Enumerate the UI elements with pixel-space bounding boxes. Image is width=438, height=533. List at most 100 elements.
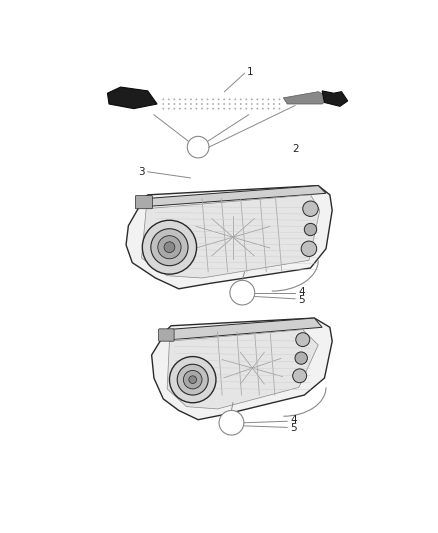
Circle shape — [279, 108, 280, 110]
Circle shape — [195, 99, 198, 100]
Circle shape — [168, 103, 170, 105]
Polygon shape — [141, 195, 320, 278]
Polygon shape — [167, 329, 318, 409]
Circle shape — [234, 103, 236, 105]
Circle shape — [212, 99, 214, 100]
Circle shape — [262, 103, 264, 105]
Circle shape — [190, 103, 192, 105]
Circle shape — [207, 108, 208, 110]
Circle shape — [162, 103, 164, 105]
Circle shape — [151, 229, 188, 265]
Circle shape — [245, 99, 247, 100]
Circle shape — [304, 223, 317, 236]
FancyBboxPatch shape — [159, 329, 174, 341]
Circle shape — [296, 333, 310, 346]
Circle shape — [293, 369, 307, 383]
Text: 2: 2 — [293, 144, 299, 154]
Polygon shape — [152, 318, 332, 419]
Circle shape — [223, 99, 225, 100]
Circle shape — [245, 103, 247, 105]
Circle shape — [230, 280, 255, 305]
Circle shape — [173, 108, 175, 110]
FancyBboxPatch shape — [135, 196, 152, 209]
Circle shape — [245, 108, 247, 110]
Circle shape — [218, 103, 219, 105]
Circle shape — [207, 103, 208, 105]
Circle shape — [190, 108, 192, 110]
Circle shape — [262, 99, 264, 100]
Polygon shape — [167, 318, 322, 340]
Polygon shape — [283, 92, 330, 104]
Circle shape — [256, 108, 258, 110]
Circle shape — [240, 99, 242, 100]
Circle shape — [234, 99, 236, 100]
Circle shape — [142, 220, 197, 274]
Circle shape — [219, 410, 244, 435]
Text: 5: 5 — [290, 423, 297, 433]
Circle shape — [279, 103, 280, 105]
Circle shape — [179, 99, 181, 100]
Circle shape — [251, 108, 253, 110]
Circle shape — [223, 103, 225, 105]
Circle shape — [158, 236, 181, 259]
Circle shape — [184, 370, 202, 389]
Circle shape — [189, 376, 197, 384]
Circle shape — [240, 103, 242, 105]
Circle shape — [279, 99, 280, 100]
Circle shape — [168, 108, 170, 110]
Circle shape — [256, 103, 258, 105]
Circle shape — [195, 103, 198, 105]
Circle shape — [162, 108, 164, 110]
Circle shape — [195, 108, 198, 110]
Text: 4: 4 — [298, 287, 305, 297]
Circle shape — [229, 108, 231, 110]
Circle shape — [295, 352, 307, 364]
Polygon shape — [126, 185, 332, 289]
Circle shape — [212, 108, 214, 110]
Circle shape — [273, 108, 275, 110]
Circle shape — [201, 99, 203, 100]
Circle shape — [251, 103, 253, 105]
Circle shape — [303, 201, 318, 216]
Circle shape — [201, 108, 203, 110]
Circle shape — [173, 103, 175, 105]
Circle shape — [229, 103, 231, 105]
Polygon shape — [107, 87, 157, 109]
Circle shape — [177, 364, 208, 395]
Circle shape — [162, 99, 164, 100]
Circle shape — [256, 99, 258, 100]
Circle shape — [201, 103, 203, 105]
Circle shape — [179, 108, 181, 110]
Circle shape — [268, 103, 269, 105]
Circle shape — [268, 108, 269, 110]
Circle shape — [223, 108, 225, 110]
Circle shape — [179, 103, 181, 105]
Circle shape — [168, 99, 170, 100]
Circle shape — [268, 99, 269, 100]
Text: 4: 4 — [290, 415, 297, 425]
Circle shape — [301, 241, 317, 256]
Circle shape — [218, 108, 219, 110]
Polygon shape — [144, 185, 326, 206]
Circle shape — [273, 103, 275, 105]
Circle shape — [173, 99, 175, 100]
Circle shape — [262, 108, 264, 110]
Circle shape — [207, 99, 208, 100]
Circle shape — [164, 242, 175, 253]
Circle shape — [184, 103, 186, 105]
Text: 3: 3 — [138, 167, 145, 177]
Polygon shape — [322, 91, 348, 106]
Circle shape — [251, 99, 253, 100]
Circle shape — [184, 108, 186, 110]
Text: 5: 5 — [298, 295, 305, 304]
Circle shape — [190, 99, 192, 100]
Text: 1: 1 — [247, 67, 254, 77]
Circle shape — [184, 99, 186, 100]
Circle shape — [212, 103, 214, 105]
Circle shape — [234, 108, 236, 110]
Circle shape — [218, 99, 219, 100]
Circle shape — [229, 99, 231, 100]
Circle shape — [240, 108, 242, 110]
Circle shape — [187, 136, 209, 158]
Circle shape — [273, 99, 275, 100]
